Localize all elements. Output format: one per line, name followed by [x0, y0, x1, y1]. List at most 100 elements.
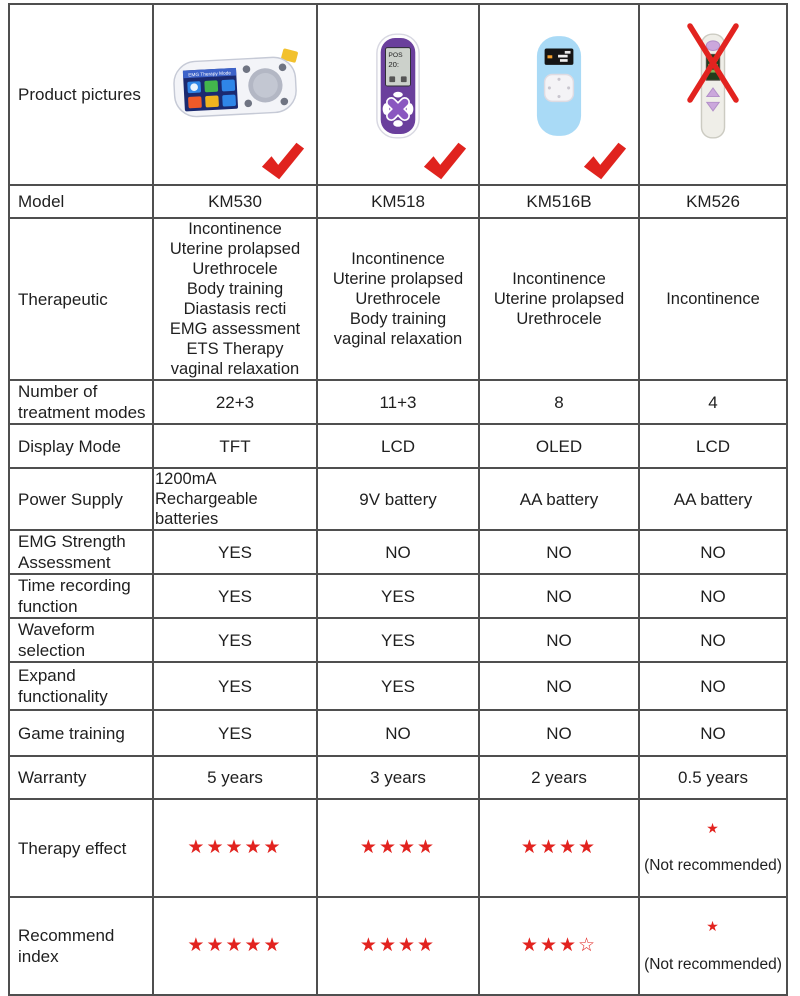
model-value: KM518	[316, 184, 480, 219]
row-label-recommend-index: Recommend index	[8, 896, 154, 996]
expand-functionality-value: NO	[638, 661, 788, 711]
product-image-km530: EMG Therapy Mode	[173, 48, 298, 118]
product-image-km518: POS 20:	[376, 33, 420, 139]
power-supply-value: 1200mA Rechargeable batteries	[152, 467, 318, 531]
cross-icon	[687, 23, 739, 103]
device-screen-line2: 20:	[388, 60, 399, 69]
row-label-display-mode: Display Mode	[8, 423, 154, 469]
display-mode-value: OLED	[478, 423, 640, 469]
row-waveform-selection: Waveform selection YES YES NO NO	[8, 617, 788, 663]
waveform-selection-value: NO	[638, 617, 788, 663]
recommend-index-rating: ★★★★	[316, 896, 480, 996]
expand-functionality-value: YES	[316, 661, 480, 711]
row-time-recording: Time recording function YES YES NO NO	[8, 573, 788, 619]
emg-assessment-value: NO	[316, 529, 480, 575]
expand-functionality-value: NO	[478, 661, 640, 711]
row-power-supply: Power Supply 1200mA Rechargeable batteri…	[8, 467, 788, 531]
row-recommend-index: Recommend index ★★★★★ ★★★★ ★★★☆ ★ (Not r…	[8, 896, 788, 996]
time-recording-value: YES	[316, 573, 480, 619]
power-supply-value: AA battery	[638, 467, 788, 531]
treatment-modes-value: 11+3	[316, 379, 480, 425]
row-model: Model KM530 KM518 KM516B KM526	[8, 184, 788, 219]
device-screen-line1: POS	[388, 52, 403, 59]
row-label-emg-assessment: EMG Strength Assessment	[8, 529, 154, 575]
model-value: KM516B	[478, 184, 640, 219]
therapy-effect-rating: ★ (Not recommended)	[638, 797, 788, 899]
row-label-model: Model	[8, 184, 154, 219]
product-cell-km516b	[478, 3, 640, 186]
check-icon	[583, 142, 627, 180]
recommend-index-rating: ★★★☆	[478, 896, 640, 996]
model-value: KM526	[638, 184, 788, 219]
row-label-waveform-selection: Waveform selection	[8, 617, 154, 663]
row-label-therapy-effect: Therapy effect	[8, 797, 154, 899]
power-supply-value: AA battery	[478, 467, 640, 531]
waveform-selection-value: YES	[316, 617, 480, 663]
game-training-value: YES	[152, 709, 318, 757]
warranty-value: 2 years	[478, 755, 640, 800]
model-value: KM530	[152, 184, 318, 219]
game-training-value: NO	[478, 709, 640, 757]
expand-functionality-value: YES	[152, 661, 318, 711]
row-display-mode: Display Mode TFT LCD OLED LCD	[8, 423, 788, 469]
row-label-warranty: Warranty	[8, 755, 154, 800]
power-supply-value: 9V battery	[316, 467, 480, 531]
row-game-training: Game training YES NO NO NO	[8, 709, 788, 757]
recommend-index-rating: ★ (Not recommended)	[638, 896, 788, 996]
check-icon	[423, 142, 467, 180]
time-recording-value: NO	[638, 573, 788, 619]
row-therapeutic: Therapeutic Incontinence Uterine prolaps…	[8, 217, 788, 381]
row-therapy-effect: Therapy effect ★★★★★ ★★★★ ★★★★ ★ (Not re…	[8, 797, 788, 899]
treatment-modes-value: 22+3	[152, 379, 318, 425]
product-cell-km518: POS 20:	[316, 3, 480, 186]
row-emg-assessment: EMG Strength Assessment YES NO NO NO	[8, 529, 788, 575]
therapeutic-value: Incontinence Uterine prolapsed Urethroce…	[316, 217, 480, 381]
star-rating: ★★★★	[520, 836, 598, 858]
device-screen-title: EMG Therapy Mode	[188, 70, 231, 78]
star-rating: ★★★★★	[187, 934, 283, 956]
star-rating: ★★★★	[359, 836, 437, 858]
star-rating: ★★★☆	[520, 934, 598, 956]
emg-assessment-value: YES	[152, 529, 318, 575]
treatment-modes-value: 4	[638, 379, 788, 425]
star-rating: ★★★★★	[187, 836, 283, 858]
product-cell-km530: EMG Therapy Mode	[152, 3, 318, 186]
therapy-effect-rating: ★★★★★	[152, 797, 318, 899]
emg-assessment-value: NO	[478, 529, 640, 575]
display-mode-value: TFT	[152, 423, 318, 469]
row-warranty: Warranty 5 years 3 years 2 years 0.5 yea…	[8, 755, 788, 800]
row-label-time-recording: Time recording function	[8, 573, 154, 619]
time-recording-value: YES	[152, 573, 318, 619]
warranty-value: 5 years	[152, 755, 318, 800]
time-recording-value: NO	[478, 573, 640, 619]
check-icon	[261, 142, 305, 180]
row-label-product-pictures: Product pictures	[8, 3, 154, 186]
display-mode-value: LCD	[316, 423, 480, 469]
therapeutic-value: Incontinence Uterine prolapsed Urethroce…	[152, 217, 318, 381]
star-rating: ★★★★	[359, 934, 437, 956]
star-rating: ★	[706, 918, 720, 935]
row-product-pictures: Product pictures EMG Therapy Mode	[8, 3, 788, 186]
therapeutic-value: Incontinence	[638, 217, 788, 381]
recommend-index-rating: ★★★★★	[152, 896, 318, 996]
row-label-power-supply: Power Supply	[8, 467, 154, 531]
warranty-value: 0.5 years	[638, 755, 788, 800]
display-mode-value: LCD	[638, 423, 788, 469]
not-recommended-note: (Not recommended)	[644, 955, 782, 973]
therapeutic-value: Incontinence Uterine prolapsed Urethroce…	[478, 217, 640, 381]
waveform-selection-value: YES	[152, 617, 318, 663]
star-rating: ★	[706, 820, 720, 836]
row-label-treatment-modes: Number of treatment modes	[8, 379, 154, 425]
row-expand-functionality: Expand functionality YES YES NO NO	[8, 661, 788, 711]
row-treatment-modes: Number of treatment modes 22+3 11+3 8 4	[8, 379, 788, 425]
emg-assessment-value: NO	[638, 529, 788, 575]
therapy-effect-rating: ★★★★	[316, 797, 480, 899]
game-training-value: NO	[638, 709, 788, 757]
warranty-value: 3 years	[316, 755, 480, 800]
treatment-modes-value: 8	[478, 379, 640, 425]
waveform-selection-value: NO	[478, 617, 640, 663]
row-label-therapeutic: Therapeutic	[8, 217, 154, 381]
game-training-value: NO	[316, 709, 480, 757]
therapy-effect-rating: ★★★★	[478, 797, 640, 899]
row-label-game-training: Game training	[8, 709, 154, 757]
